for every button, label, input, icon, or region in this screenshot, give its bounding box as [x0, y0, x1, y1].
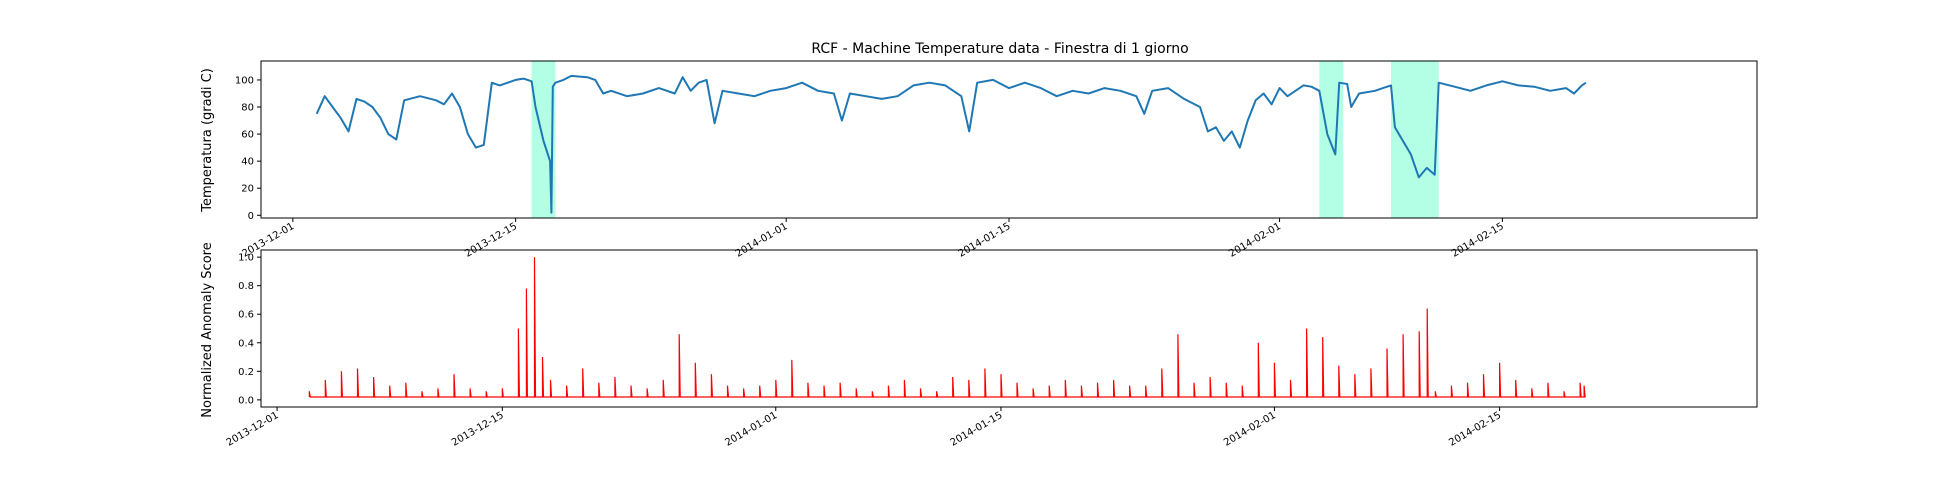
y-tick-label: 0	[248, 211, 254, 222]
anomaly-x-ticks: 2013-12-01 2013-12-15 2014-01-01 2014-01-15…	[225, 407, 1503, 449]
x-tick-label: 2014-02-15	[1450, 221, 1506, 260]
y-tick-label: 60	[241, 130, 254, 141]
anomaly-highlight-bands	[531, 61, 1439, 218]
y-tick-label: 40	[241, 157, 254, 168]
temperature-series-line	[315, 74, 1587, 214]
y-tick-label: 80	[241, 103, 254, 114]
y-tick-label: 100	[235, 75, 254, 86]
x-tick-label: 2014-01-15	[949, 410, 1005, 449]
anomaly-score-series-line	[308, 257, 1586, 398]
y-tick-label: 1.0	[238, 253, 254, 264]
x-tick-label: 2014-01-01	[734, 221, 790, 260]
temperature-y-ticks: 0 20 40 60 80 100	[235, 75, 261, 222]
y-tick-label: 0.8	[238, 281, 254, 292]
temperature-x-ticks: 2013-12-01 2013-12-15 2014-01-01 2014-01-15…	[240, 218, 1506, 260]
x-tick-label: 2014-01-15	[957, 221, 1013, 260]
x-tick-label: 2014-01-01	[723, 410, 779, 449]
x-tick-label: 2014-02-15	[1447, 410, 1503, 449]
x-tick-label: 2014-02-01	[1227, 221, 1283, 260]
anomaly-y-ticks: 0.0 0.2 0.4 0.6 0.8 1.0	[238, 253, 261, 406]
y-tick-label: 0.6	[238, 310, 254, 321]
y-tick-label: 0.2	[238, 367, 254, 378]
x-tick-label: 2013-12-01	[225, 410, 281, 449]
x-tick-label: 2014-02-01	[1222, 410, 1278, 449]
x-tick-label: 2013-12-15	[450, 410, 506, 449]
chart-title: RCF - Machine Temperature data - Finestr…	[811, 41, 1188, 57]
highlight-band-3	[1390, 61, 1439, 218]
anomaly-y-label: Normalized Anomaly Score	[200, 242, 215, 417]
y-tick-label: 20	[241, 184, 254, 195]
anomaly-score-panel: 0.00.20.40.60.81.0 2013-12-01 2013-12-15 2…	[200, 242, 1758, 449]
temperature-y-label: Temperatura (gradi C)	[200, 68, 215, 213]
x-tick-label: 2013-12-15	[463, 221, 519, 260]
temperature-panel: RCF - Machine Temperature data - Finestr…	[200, 41, 1758, 260]
anomaly-axes-frame	[260, 249, 1758, 408]
y-tick-label: 0.0	[238, 395, 254, 406]
y-tick-label: 0.4	[238, 338, 254, 349]
